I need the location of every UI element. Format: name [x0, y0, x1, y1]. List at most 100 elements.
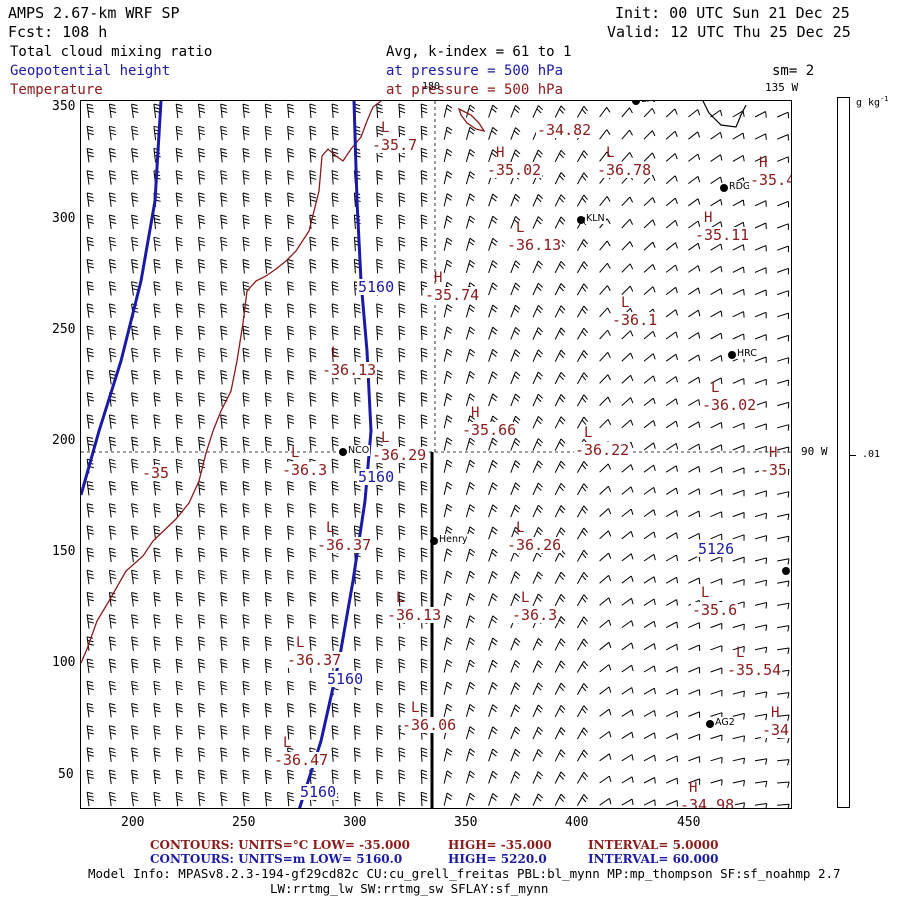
temp-high-marker: H — [471, 405, 480, 421]
wind-barb — [376, 614, 383, 629]
wind-barb — [510, 460, 521, 473]
station-marker[interactable] — [720, 184, 728, 192]
wind-barb — [488, 393, 498, 407]
wind-barb — [688, 198, 701, 207]
wind-barb — [175, 125, 183, 141]
wind-barb — [710, 533, 723, 541]
wind-barb — [108, 458, 117, 474]
wind-barb — [710, 734, 723, 742]
temp-high-marker: H — [496, 145, 505, 161]
wind-barb — [621, 620, 634, 629]
wind-barb — [465, 326, 475, 340]
wind-barb — [398, 170, 406, 185]
wind-barb — [220, 481, 228, 496]
wind-barb — [710, 555, 723, 563]
station-marker[interactable] — [706, 720, 714, 728]
map-plot-area[interactable]: NCOHenryRDGKLNHRCAG2LTVL-35.7-34.82H-35.… — [80, 100, 792, 809]
wind-barb — [376, 414, 383, 429]
wind-barb — [331, 503, 339, 518]
wind-barb — [443, 548, 453, 562]
wind-barb — [220, 747, 228, 762]
wind-barb — [376, 503, 383, 518]
wind-barb — [309, 369, 317, 385]
wind-barb — [576, 194, 588, 207]
wind-barb — [309, 392, 317, 407]
temp-high-marker: H — [769, 445, 778, 461]
wind-barb — [532, 638, 543, 651]
wind-barb — [220, 103, 228, 119]
wind-barb — [688, 265, 701, 273]
wind-barb — [443, 459, 453, 473]
wind-barb — [398, 125, 406, 141]
wind-barb — [86, 214, 94, 230]
wind-barb — [443, 170, 453, 185]
wind-barb — [599, 797, 612, 806]
wind-barb — [465, 437, 475, 451]
wind-barb — [108, 192, 117, 207]
wind-barb — [86, 547, 94, 563]
wind-barb — [554, 660, 566, 673]
wind-barb — [353, 658, 361, 674]
wind-barb — [108, 125, 117, 141]
wind-barb — [643, 107, 656, 118]
wind-barb — [131, 214, 139, 230]
wind-barb — [710, 243, 723, 251]
wind-barb — [108, 481, 117, 496]
station-marker[interactable] — [339, 448, 347, 456]
wind-barb — [420, 392, 428, 407]
wind-barb — [242, 458, 250, 474]
wind-barb — [398, 591, 406, 607]
wind-barb — [309, 303, 317, 318]
wind-barb — [108, 347, 117, 363]
wind-barb — [398, 192, 406, 207]
wind-barb — [309, 125, 317, 141]
temp-value-label: -35.66 — [461, 421, 518, 439]
wind-barb — [220, 791, 228, 807]
station-marker[interactable] — [728, 351, 736, 359]
wind-barb — [353, 303, 361, 318]
wind-barb — [665, 733, 678, 740]
wind-barb — [488, 127, 498, 140]
wind-barb — [376, 303, 383, 318]
wind-barb — [131, 703, 139, 718]
wind-barb — [754, 691, 768, 698]
temp-high-marker: H — [759, 155, 768, 171]
wind-barb — [621, 152, 633, 162]
wind-barb — [732, 556, 745, 564]
wind-barb — [420, 702, 428, 718]
wind-barb — [309, 436, 317, 452]
wind-barb — [153, 703, 161, 718]
wind-barb — [443, 681, 453, 695]
wind-barb — [688, 443, 701, 451]
wind-barb — [108, 214, 117, 230]
wind-barb — [599, 575, 612, 584]
wind-barb — [131, 392, 139, 407]
station-marker[interactable] — [782, 567, 790, 575]
wind-barb — [353, 725, 361, 740]
wind-barb — [732, 467, 745, 474]
wind-barb — [443, 304, 453, 318]
station-marker[interactable] — [430, 537, 438, 545]
wind-barb — [732, 244, 745, 251]
wind-barb — [643, 353, 656, 362]
wind-barb — [242, 259, 250, 274]
wind-barb — [264, 392, 272, 407]
wind-barb — [665, 130, 678, 140]
station-marker[interactable] — [632, 101, 640, 105]
wind-barb — [264, 481, 272, 496]
wind-barb — [732, 512, 745, 519]
wind-barb — [465, 171, 475, 185]
wind-barb — [510, 327, 521, 340]
station-marker[interactable] — [577, 216, 585, 224]
wind-barb — [220, 259, 228, 274]
wind-barb — [198, 303, 206, 318]
wind-barb — [198, 791, 206, 807]
wind-barb — [488, 326, 498, 340]
wind-barb — [443, 614, 453, 629]
wind-barb — [264, 103, 272, 119]
wind-barb — [754, 111, 767, 118]
wind-barb — [665, 309, 678, 318]
wind-barb — [754, 803, 768, 808]
wind-barb — [732, 110, 745, 118]
wind-barb — [353, 702, 361, 718]
